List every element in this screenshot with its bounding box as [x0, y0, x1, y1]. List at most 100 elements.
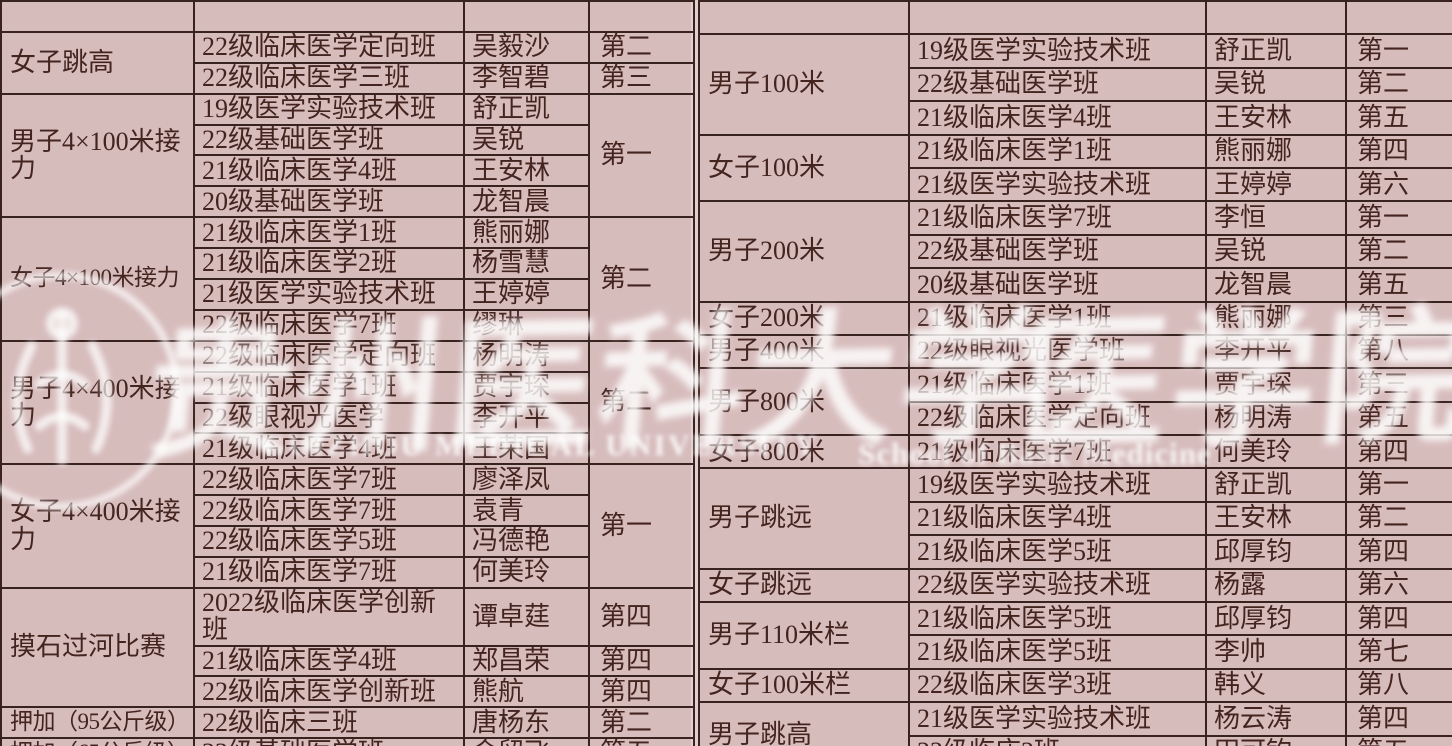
name-cell: 何美玲 — [463, 556, 590, 589]
class-cell: 22级临床医学定向班 — [193, 339, 465, 373]
table-row: 21级临床医学4班 王安林 第五 — [699, 100, 1452, 136]
rank-cell: 第五 — [1345, 734, 1452, 746]
table-row: 21级临床医学5班 邱厚钧 第四 — [699, 534, 1452, 570]
name-cell: 熊丽娜 — [1205, 300, 1347, 336]
table-row: 20级基础医学班 龙智晨 第五 — [699, 267, 1452, 303]
table-row: 21级临床医学5班 李帅 第七 — [699, 634, 1452, 670]
table-row: 21级临床医学4班 郑昌荣 第四 — [1, 644, 695, 678]
name-cell: 舒正凯 — [463, 92, 590, 126]
rank-cell: 第一 — [588, 92, 695, 219]
rank-cell: 第一 — [1345, 200, 1452, 236]
name-cell: 谭卓莛 — [463, 586, 590, 647]
name-cell: 廖泽凤 — [463, 463, 590, 497]
rank-cell: 第六 — [1345, 166, 1452, 203]
table-row: 22级基础医学班 吴锐 第二 — [699, 66, 1452, 103]
table-row: 21级医学实验技术班 王婷婷 — [1, 278, 694, 311]
table-row: 押加（65公斤级）22级基础医学班金留飞第五 — [0, 737, 695, 746]
event-cell: 男子跳高 — [698, 701, 910, 746]
class-cell: 2022级临床医学创新班 — [193, 586, 465, 647]
class-cell: 22级临床医学创新班 — [193, 675, 465, 709]
class-cell: 21级临床医学4班 — [193, 154, 465, 188]
name-cell: 王安林 — [463, 154, 590, 188]
class-cell: 22级临床医学7班 — [193, 308, 465, 342]
name-cell: 熊丽娜 — [1205, 133, 1347, 169]
table-row: 女子200米 21级临床医学1班 熊丽娜 第三 — [698, 300, 1452, 336]
name-cell: 李开平 — [1205, 333, 1347, 370]
rank-cell: 第二 — [588, 216, 695, 342]
table-row: 男子跳远 19级医学实验技术班 舒正凯 第一 — [698, 467, 1452, 570]
name-cell: 李开平 — [463, 401, 590, 435]
rank-cell: 第五 — [1345, 100, 1452, 136]
rank-cell: 第四 — [1345, 701, 1452, 737]
class-cell: 22级临床医学定向班 — [193, 30, 465, 64]
class-cell: 21级医学实验技术班 — [908, 166, 1207, 203]
rank-cell: 第四 — [1345, 434, 1452, 470]
event-cell: 男子100米 — [698, 33, 910, 136]
rank-cell: 第八 — [1345, 667, 1452, 704]
name-cell: 田可钧 — [1205, 734, 1347, 746]
empty-cell — [0, 0, 195, 33]
class-cell: 22级临床医学定向班 — [908, 400, 1207, 437]
name-cell: 冯德艳 — [463, 525, 590, 559]
rank-cell: 第二 — [588, 30, 695, 64]
table-row: 22级临床医学三班 李智碧 第三 — [1, 61, 695, 95]
empty-cell — [908, 0, 1207, 36]
class-cell: 21级临床医学4班 — [193, 644, 465, 678]
name-cell: 金留飞 — [463, 737, 590, 746]
rank-cell: 第一 — [1345, 33, 1452, 69]
class-cell: 22级临床医学7班 — [193, 463, 465, 497]
name-cell: 唐杨东 — [463, 706, 590, 740]
table-row: 女子4×100米接力 21级临床医学1班 熊丽娜 第二 — [0, 216, 695, 342]
event-cell: 女子100米栏 — [698, 667, 910, 704]
rank-cell: 第四 — [588, 644, 695, 678]
name-cell: 韩义 — [1205, 667, 1347, 704]
class-cell: 22级临床三班 — [193, 706, 465, 740]
table-row: 22级临床2班田可钧第五 — [699, 734, 1452, 746]
event-cell: 女子4×400米接力 — [0, 463, 195, 589]
table-gap-divider — [691, 0, 698, 746]
name-cell: 杨明涛 — [463, 339, 590, 373]
rank-cell: 第二 — [1345, 500, 1452, 537]
event-cell: 女子跳高 — [0, 30, 195, 95]
rank-cell: 第二 — [1345, 66, 1452, 103]
class-cell: 21级临床医学1班 — [908, 300, 1207, 336]
rank-cell: 第二 — [588, 706, 695, 740]
class-cell: 22级基础医学班 — [193, 737, 465, 746]
class-cell: 21级临床医学1班 — [193, 370, 465, 404]
name-cell: 龙智晨 — [463, 185, 590, 219]
name-cell: 郑昌荣 — [463, 644, 590, 678]
table-row: 女子800米 21级临床医学7班 何美玲 第四 — [698, 434, 1452, 470]
class-cell: 22级临床医学5班 — [193, 525, 465, 559]
table-row: 21级临床医学7班 何美玲 — [1, 556, 694, 589]
name-cell: 李恒 — [1205, 200, 1347, 236]
event-cell: 押加（65公斤级） — [0, 737, 195, 746]
table-row: 摸石过河比赛 2022级临床医学创新班 谭卓莛 第四 — [0, 586, 695, 709]
name-cell: 杨雪慧 — [463, 247, 590, 281]
rank-cell: 第三 — [1345, 300, 1452, 336]
class-cell: 21级临床医学7班 — [908, 434, 1207, 470]
class-cell: 20级基础医学班 — [193, 185, 465, 219]
rank-cell: 第二 — [588, 339, 695, 466]
empty-cell — [588, 0, 695, 33]
name-cell: 吴毅沙 — [463, 30, 590, 64]
event-cell: 女子4×100米接力 — [0, 216, 195, 342]
table-row: 男子200米 21级临床医学7班 李恒 第一 — [698, 200, 1452, 303]
table-row: 男子110米栏 21级临床医学5班 邱厚钧 第四 — [698, 601, 1452, 670]
rank-cell: 第四 — [588, 586, 695, 647]
class-cell: 22级基础医学班 — [908, 233, 1207, 270]
rank-cell: 第三 — [588, 61, 695, 95]
rank-cell: 第五 — [588, 737, 695, 746]
name-cell: 熊航 — [463, 675, 590, 709]
table-row: 21级临床医学2班 杨雪慧 — [1, 247, 694, 281]
empty-cell — [463, 0, 590, 33]
class-cell: 21级临床医学5班 — [908, 601, 1207, 637]
rank-cell: 第四 — [1345, 534, 1452, 570]
class-cell: 21级临床医学1班 — [908, 133, 1207, 169]
name-cell: 缪琳 — [463, 308, 590, 342]
event-cell: 摸石过河比赛 — [0, 586, 195, 709]
event-cell: 男子跳远 — [698, 467, 910, 570]
empty-cell — [1345, 0, 1452, 36]
rank-cell: 第六 — [1345, 567, 1452, 604]
name-cell: 吴锐 — [1205, 66, 1347, 103]
event-cell: 男子800米 — [698, 367, 910, 437]
